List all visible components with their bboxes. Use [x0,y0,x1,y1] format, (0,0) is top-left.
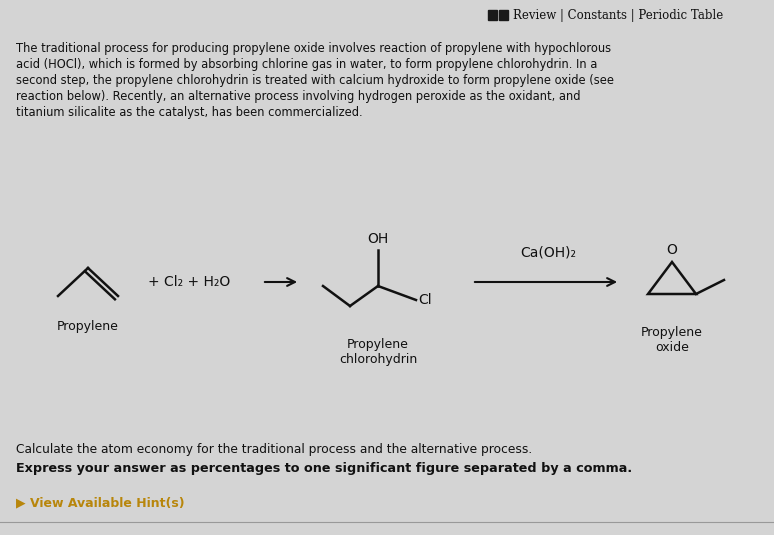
Text: Propylene: Propylene [57,320,119,333]
Text: reaction below). Recently, an alternative process involving hydrogen peroxide as: reaction below). Recently, an alternativ… [16,90,580,103]
Text: O: O [666,243,677,257]
Bar [499,10,508,20]
Text: Express your answer as percentages to one significant figure separated by a comm: Express your answer as percentages to on… [16,462,632,475]
Text: Propylene: Propylene [347,338,409,351]
Text: The traditional process for producing propylene oxide involves reaction of propy: The traditional process for producing pr… [16,42,611,55]
Text: Review | Constants | Periodic Table: Review | Constants | Periodic Table [513,10,723,22]
Text: + Cl₂ + H₂O: + Cl₂ + H₂O [148,275,230,289]
Text: titanium silicalite as the catalyst, has been commercialized.: titanium silicalite as the catalyst, has… [16,106,363,119]
Text: ▶ View Available Hint(s): ▶ View Available Hint(s) [16,496,185,509]
Text: second step, the propylene chlorohydrin is treated with calcium hydroxide to for: second step, the propylene chlorohydrin … [16,74,614,87]
Text: Cl: Cl [418,293,432,307]
Text: Calculate the atom economy for the traditional process and the alternative proce: Calculate the atom economy for the tradi… [16,443,533,456]
Text: acid (HOCl), which is formed by absorbing chlorine gas in water, to form propyle: acid (HOCl), which is formed by absorbin… [16,58,598,71]
Text: Propylene: Propylene [641,326,703,339]
Text: oxide: oxide [655,341,689,354]
Text: chlorohydrin: chlorohydrin [339,353,417,366]
Text: Ca(OH)₂: Ca(OH)₂ [520,245,576,259]
Bar [488,10,497,20]
Text: OH: OH [368,232,389,246]
